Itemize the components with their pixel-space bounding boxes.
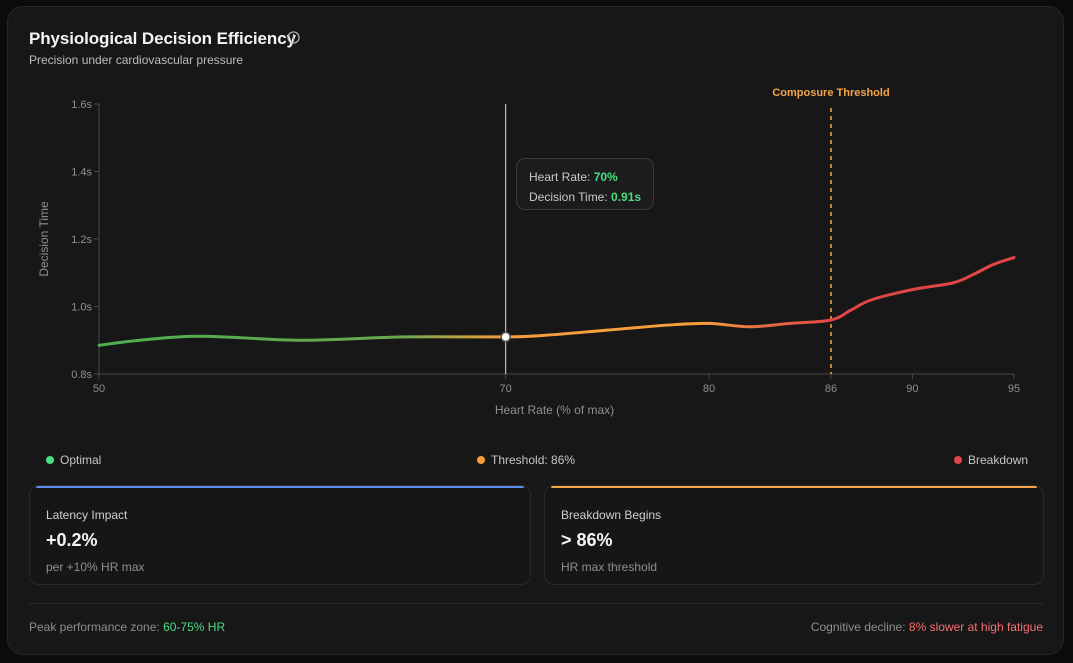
cognitive-decline-label: Cognitive decline:: [810, 620, 909, 634]
optimal-dot-icon: [46, 456, 54, 464]
cognitive-decline-value: 8% slower at high fatigue: [908, 620, 1043, 634]
cognitive-decline: Cognitive decline: 8% slower at high fat…: [811, 620, 1043, 634]
breakdown-begins-card: Breakdown Begins > 86% HR max threshold: [544, 485, 1044, 585]
tooltip-dt-label: Decision Time:: [529, 190, 612, 204]
legend-breakdown-label: Breakdown: [968, 453, 1029, 467]
legend-optimal: Optimal: [46, 453, 101, 467]
breakdown-sub: HR max threshold: [561, 560, 658, 574]
y-tick-label: 1.2s: [71, 234, 92, 246]
threshold-label: Composure Threshold: [772, 87, 889, 99]
threshold-dot-icon: [477, 456, 485, 464]
hover-point: [500, 331, 511, 343]
x-tick-label: 80: [703, 383, 715, 395]
latency-sub: per +10% HR max: [46, 560, 145, 574]
latency-value: +0.2%: [46, 530, 98, 550]
chart-card: Physiological Decision Efficiency Precis…: [7, 6, 1064, 655]
decision-time-line: [97, 256, 1016, 347]
y-tick-label: 1.4s: [71, 167, 92, 179]
legend-optimal-label: Optimal: [60, 453, 102, 467]
info-icon[interactable]: [287, 31, 300, 44]
y-tick-label: 1.0s: [71, 302, 92, 314]
tooltip-hr-value: 70%: [593, 170, 618, 184]
hover-tooltip: Heart Rate: 70% Decision Time: 0.91s: [516, 158, 654, 210]
legend-breakdown: Breakdown: [954, 453, 1028, 467]
tooltip-heart-rate: Heart Rate: 70%: [529, 167, 653, 187]
x-tick-label: 95: [1008, 383, 1020, 395]
breakdown-label: Breakdown Begins: [561, 508, 662, 522]
tooltip-hr-label: Heart Rate:: [529, 170, 594, 184]
x-axis-label: Heart Rate (% of max): [495, 403, 614, 417]
page-subtitle: Precision under cardiovascular pressure: [29, 53, 244, 67]
x-tick-label: 50: [93, 383, 105, 395]
breakdown-accent-bar: [551, 486, 1037, 488]
legend-threshold: Threshold: 86%: [477, 453, 575, 467]
x-tick-label: 90: [906, 383, 918, 395]
latency-impact-card: Latency Impact +0.2% per +10% HR max: [29, 485, 531, 585]
latency-label: Latency Impact: [46, 508, 128, 522]
tooltip-decision-time: Decision Time: 0.91s: [529, 187, 653, 207]
breakdown-value: > 86%: [561, 530, 613, 550]
peak-zone-label: Peak performance zone:: [29, 620, 164, 634]
y-tick-label: 0.8s: [71, 369, 92, 381]
breakdown-dot-icon: [954, 456, 962, 464]
y-axis-label: Decision Time: [37, 201, 51, 277]
tooltip-dt-value: 0.91s: [611, 190, 642, 204]
page-title: Physiological Decision Efficiency: [29, 29, 296, 48]
legend-threshold-label: Threshold: 86%: [491, 453, 576, 467]
x-tick-label: 86: [825, 383, 837, 395]
y-tick-label: 1.6s: [71, 99, 92, 111]
peak-zone-value: 60-75% HR: [163, 620, 226, 634]
x-tick-label: 70: [500, 383, 512, 395]
line-chart[interactable]: 0.8s 1.0s 1.2s 1.4s 1.6s 50 70 80 86 90 95 Heart Ra…: [8, 7, 1065, 447]
peak-zone: Peak performance zone: 60-75% HR: [29, 620, 225, 634]
footer-divider: [29, 603, 1044, 604]
latency-accent-bar: [36, 486, 524, 488]
